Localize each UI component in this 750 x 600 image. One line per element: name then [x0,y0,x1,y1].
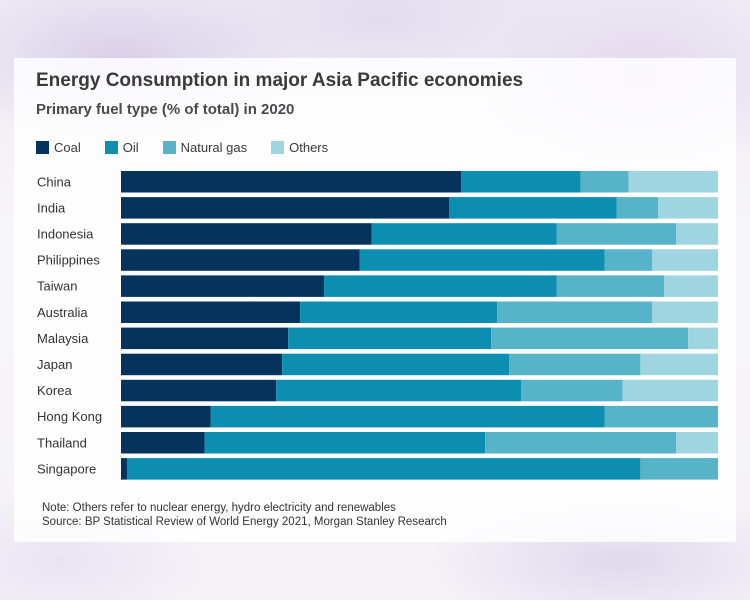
legend-item-coal: Coal [36,140,81,155]
bar-natural-gas-hong-kong [604,405,718,428]
legend-item-others: Others [271,140,328,155]
bar-natural-gas-korea [520,379,623,402]
bar-others-indonesia [676,223,718,245]
bar-oil-malaysia [288,327,492,350]
bar-natural-gas-indonesia [556,223,677,245]
bar-coal-japan [121,353,283,376]
bar-others-india [658,197,718,219]
bar-coal-hong-kong [121,405,211,428]
bar-others-malaysia [688,327,718,350]
legend-label: Coal [54,140,81,155]
bar-coal-philippines [121,249,360,271]
category-label: Taiwan [37,279,77,294]
source-text: Source: BP Statistical Review of World E… [42,516,447,528]
bar-oil-china [461,171,581,193]
bar-oil-japan [282,353,510,376]
legend-swatch [104,141,118,154]
bar-coal-korea [121,379,277,402]
category-label: Malaysia [37,331,89,346]
bar-oil-india [449,197,617,219]
bar-natural-gas-india [616,197,659,219]
bar-natural-gas-japan [509,353,641,376]
bar-others-taiwan [664,275,718,297]
bar-oil-korea [276,379,521,402]
legend-item-natural-gas: Natural gas [162,140,248,155]
bar-natural-gas-malaysia [491,327,689,350]
bar-others-australia [652,301,718,323]
bar-others-philippines [652,249,718,271]
chart-title: Energy Consumption in major Asia Pacific… [36,70,524,91]
bar-others-thailand [676,432,718,454]
bar-natural-gas-singapore [640,458,718,480]
legend-label: Others [289,140,329,155]
chart-legend: Coal Oil Natural gas Others [36,140,352,155]
bar-others-korea [622,379,718,402]
bar-oil-thailand [204,432,486,454]
legend-swatch [36,141,49,154]
bar-coal-thailand [121,432,205,454]
category-label: China [37,174,72,189]
bar-coal-china [121,171,462,193]
bar-natural-gas-australia [497,301,653,323]
category-label: Indonesia [37,226,94,241]
category-label: Australia [37,305,88,320]
bar-natural-gas-china [580,171,629,193]
bar-oil-philippines [359,249,605,271]
bar-oil-singapore [126,458,641,480]
bar-coal-malaysia [121,327,289,350]
bar-natural-gas-thailand [485,432,677,454]
legend-label: Oil [122,140,139,155]
legend-swatch [162,141,176,154]
bar-coal-singapore [121,458,127,480]
chart-subtitle: Primary fuel type (% of total) in 2020 [36,101,295,118]
bar-others-china [628,171,718,193]
legend-label: Natural gas [180,140,248,155]
category-label: Korea [37,383,72,398]
bar-natural-gas-philippines [604,249,653,271]
legend-swatch [271,141,285,154]
legend-item-oil: Oil [104,140,139,155]
bar-oil-indonesia [371,223,557,245]
bar-oil-taiwan [323,275,557,297]
bar-oil-australia [300,301,498,323]
bar-coal-australia [121,301,301,323]
category-label: Japan [37,357,72,372]
bar-oil-hong-kong [210,405,605,428]
bar-natural-gas-taiwan [556,275,665,297]
category-label: Thailand [37,435,87,450]
category-label: Philippines [37,253,100,268]
category-label: India [37,200,66,215]
bar-others-japan [640,353,718,376]
category-label: Singapore [37,461,96,476]
chart-notes: Note: Others refer to nuclear energy, hy… [42,501,447,529]
note-text: Note: Others refer to nuclear energy, hy… [42,502,396,514]
category-label: Hong Kong [37,409,102,424]
bar-coal-india [121,197,450,219]
bar-coal-indonesia [121,223,372,245]
bar-coal-taiwan [121,275,324,297]
